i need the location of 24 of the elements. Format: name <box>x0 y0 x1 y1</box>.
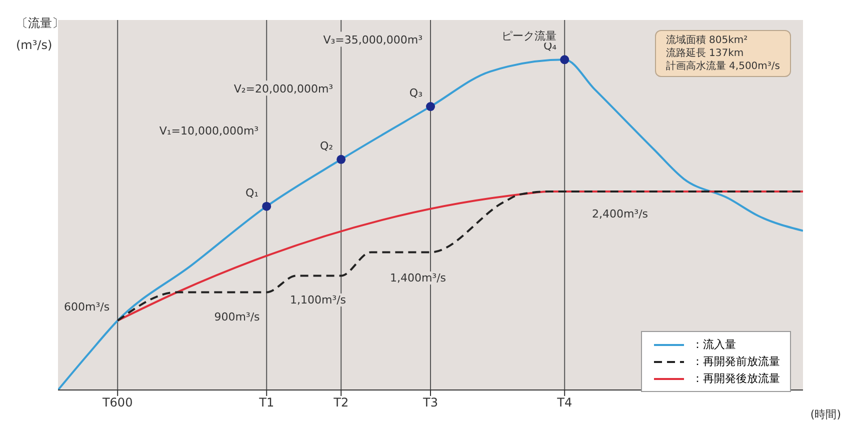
annotation: 1,100m³/s <box>288 294 348 306</box>
x-tick-label: T4 <box>556 396 572 410</box>
y-axis-title: 〔流量〕 (m³/s) <box>16 15 64 54</box>
info-box: 流域面積 805km² 流路延長 137km 計画高水流量 4,500m³/s <box>654 30 791 77</box>
x-axis-title: (時間) <box>810 407 841 422</box>
annotation: 600m³/s <box>64 300 110 314</box>
annotation: V₃=35,000,000m³ <box>323 34 422 47</box>
annotation: V₂=20,000,000m³ <box>234 82 334 96</box>
legend-label: ：流入量 <box>692 337 736 352</box>
annotation: 計画高水流量 4,500m³/s <box>666 60 780 73</box>
x-tick-label: T2 <box>332 396 349 410</box>
x-tick-label: T1 <box>258 396 274 410</box>
annotation: Q₃ <box>409 86 422 100</box>
x-tick-label: T600 <box>101 396 133 410</box>
annotation: Q₁ <box>246 186 259 200</box>
legend-label: ：再開発後放流量 <box>692 371 780 386</box>
annotation: V₁=10,000,000m³ <box>159 124 259 138</box>
annotation: 1,400m³/s <box>388 272 448 284</box>
annotation: ピーク流量 <box>502 30 557 43</box>
legend-label: ：再開発前放流量 <box>692 354 780 369</box>
x-tick-label: T3 <box>422 396 438 410</box>
annotation: Q₂ <box>320 139 334 152</box>
annotation: 900m³/s <box>212 310 262 324</box>
annotation: 2,400m³/s <box>590 208 650 220</box>
